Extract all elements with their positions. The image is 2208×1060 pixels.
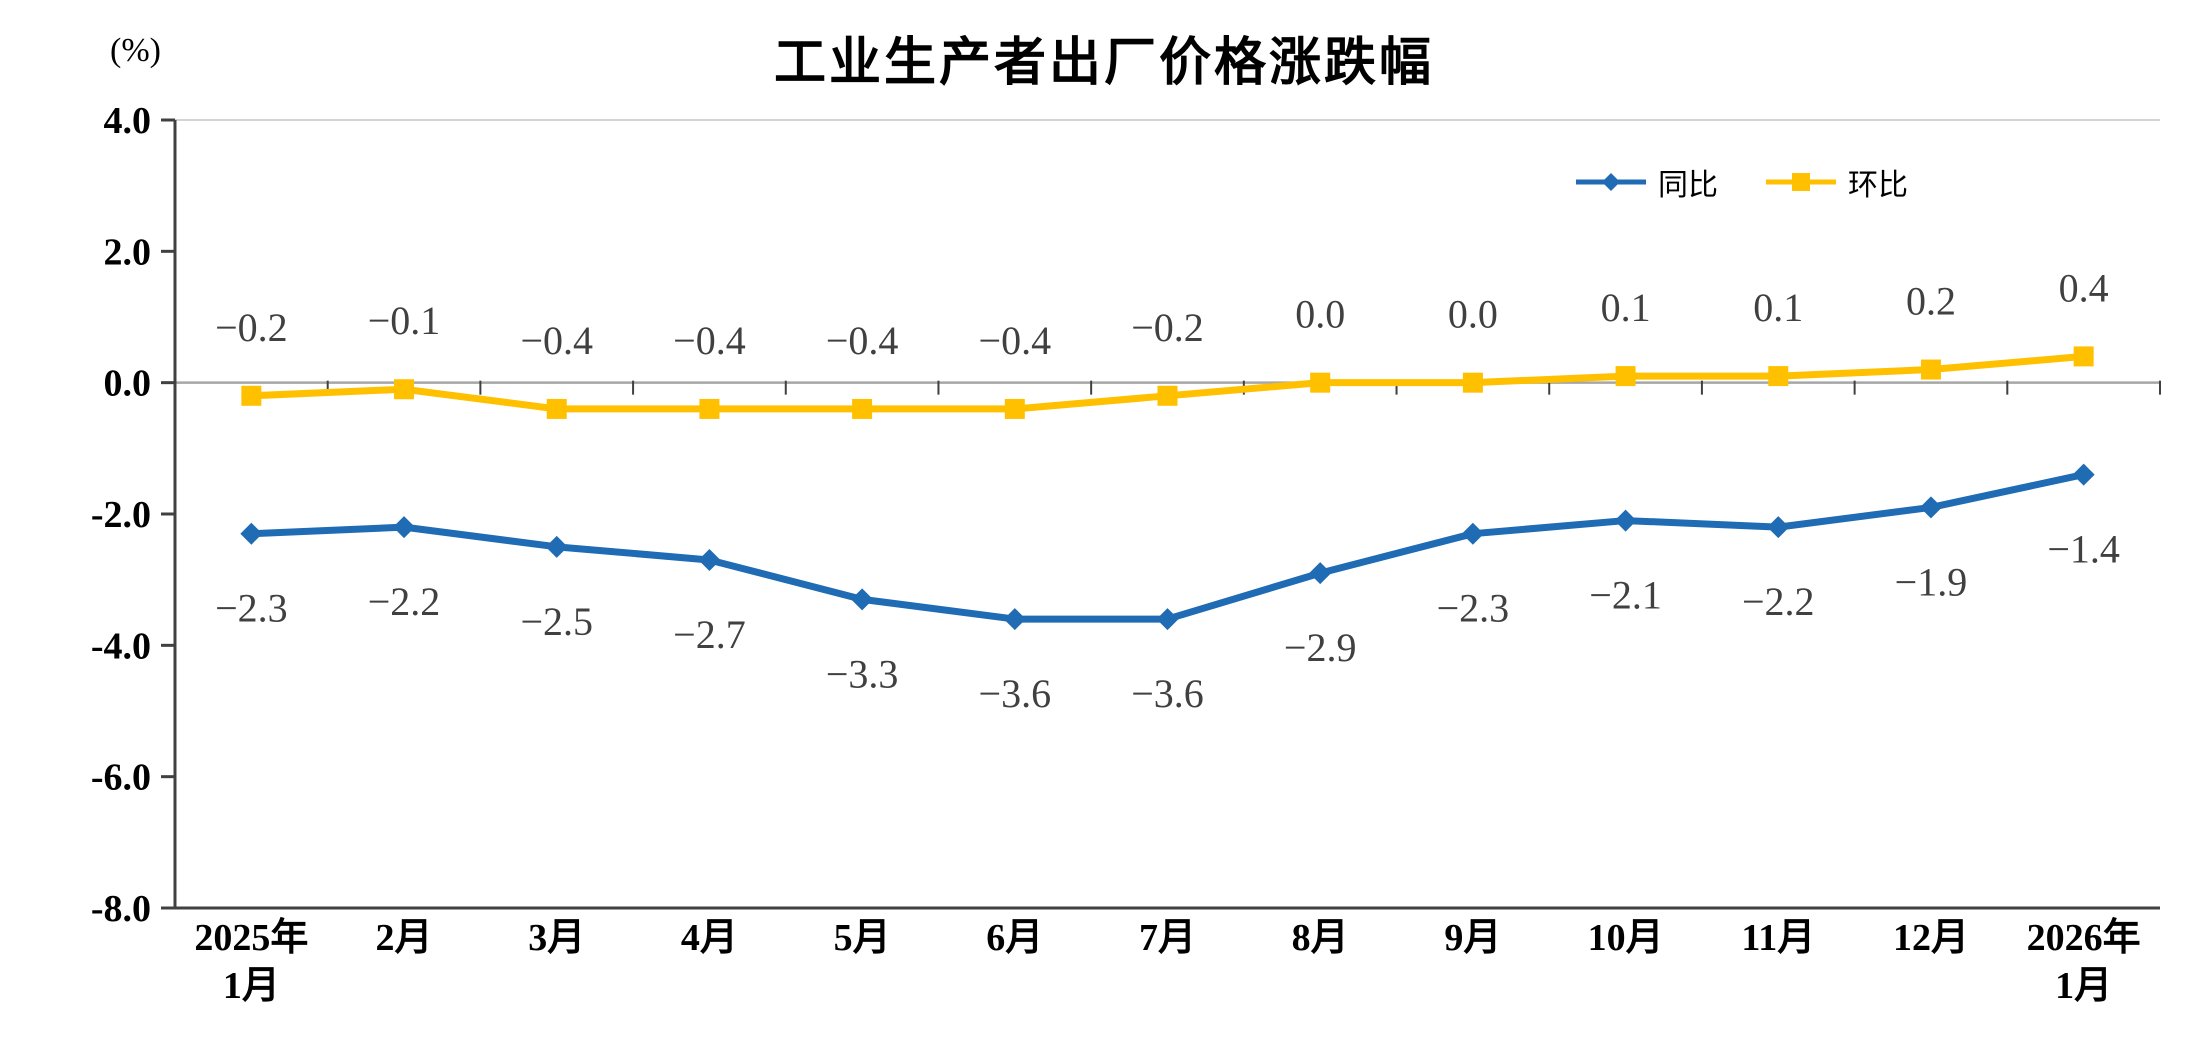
svg-text:10月: 10月 [1588, 917, 1664, 959]
svg-text:0.4: 0.4 [2059, 265, 2109, 310]
svg-text:-8.0: -8.0 [91, 888, 151, 930]
svg-text:0.0: 0.0 [104, 363, 152, 405]
svg-text:−0.4: −0.4 [520, 318, 593, 363]
svg-text:−0.1: −0.1 [368, 298, 441, 343]
svg-text:9月: 9月 [1444, 917, 1501, 959]
svg-text:−0.2: −0.2 [1131, 305, 1204, 350]
svg-text:6月: 6月 [986, 917, 1043, 959]
svg-text:4月: 4月 [681, 917, 738, 959]
legend-label-yoy: 同比 [1658, 169, 1718, 202]
svg-text:−2.2: −2.2 [1742, 579, 1815, 624]
mom-line-marker-icon [1766, 173, 1836, 191]
chart-title: 工业生产者出厂价格涨跌幅 [773, 34, 1434, 92]
svg-text:−1.4: −1.4 [2047, 527, 2120, 572]
legend-item-mom: 环比 [1764, 160, 1908, 204]
svg-text:7月: 7月 [1139, 917, 1196, 959]
svg-text:−2.5: −2.5 [520, 599, 593, 644]
svg-text:−2.1: −2.1 [1589, 573, 1662, 618]
svg-text:−2.2: −2.2 [368, 579, 441, 624]
svg-text:−3.6: −3.6 [979, 671, 1052, 716]
svg-text:−0.4: −0.4 [979, 318, 1052, 363]
svg-text:−2.7: −2.7 [673, 612, 746, 657]
svg-text:−0.2: −0.2 [215, 305, 288, 350]
chart-legend: 同比 环比 [1574, 160, 1908, 204]
svg-text:5月: 5月 [834, 917, 891, 959]
svg-text:−0.4: −0.4 [826, 318, 899, 363]
svg-text:11月: 11月 [1741, 917, 1815, 959]
svg-text:0.0: 0.0 [1295, 292, 1345, 337]
svg-text:0.1: 0.1 [1601, 285, 1651, 330]
svg-text:-6.0: -6.0 [91, 757, 151, 799]
svg-text:8月: 8月 [1292, 917, 1349, 959]
svg-text:−1.9: −1.9 [1895, 559, 1968, 604]
svg-text:−2.3: −2.3 [1437, 586, 1510, 631]
svg-text:-2.0: -2.0 [91, 494, 151, 536]
svg-text:2.0: 2.0 [104, 231, 152, 273]
svg-text:−2.3: −2.3 [215, 586, 288, 631]
svg-text:−0.4: −0.4 [673, 318, 746, 363]
y-axis-unit-label: (%) [110, 32, 161, 69]
svg-text:-4.0: -4.0 [91, 625, 151, 667]
svg-text:4.0: 4.0 [104, 100, 152, 142]
yoy-line-marker-icon [1576, 173, 1646, 191]
svg-text:−3.6: −3.6 [1131, 671, 1204, 716]
svg-text:0.2: 0.2 [1906, 279, 1956, 324]
svg-text:2月: 2月 [376, 917, 433, 959]
svg-text:0.0: 0.0 [1448, 292, 1498, 337]
svg-text:12月: 12月 [1893, 917, 1969, 959]
svg-text:−2.9: −2.9 [1284, 625, 1357, 670]
svg-text:3月: 3月 [528, 917, 585, 959]
legend-item-yoy: 同比 [1574, 160, 1718, 204]
svg-text:0.1: 0.1 [1753, 285, 1803, 330]
svg-text:−3.3: −3.3 [826, 651, 899, 696]
legend-label-mom: 环比 [1848, 169, 1908, 202]
